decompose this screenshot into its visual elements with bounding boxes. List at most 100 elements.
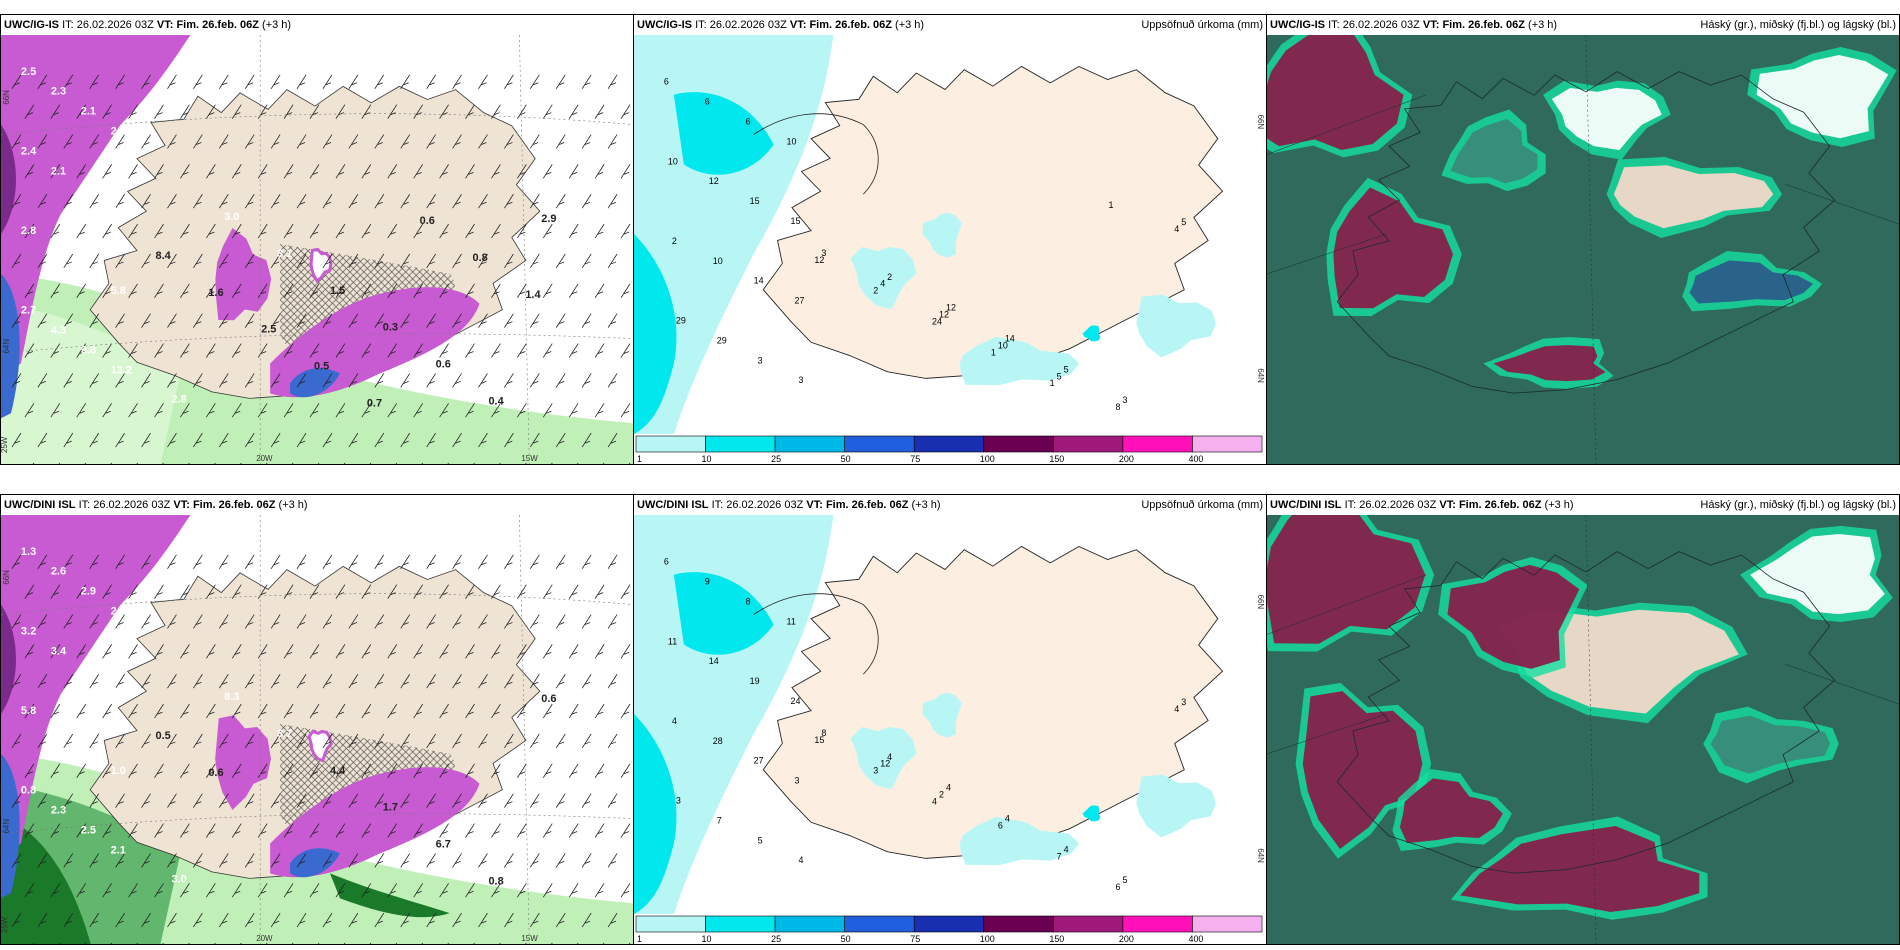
wind-barb (63, 614, 74, 629)
precip-value: 1 (1108, 200, 1113, 210)
wind-barb (76, 763, 87, 778)
wind-barb (244, 554, 255, 569)
wind-barb (63, 674, 74, 689)
wind-barb (374, 373, 385, 388)
precip-value: 7 (717, 815, 722, 825)
wind-barb (270, 853, 281, 868)
cloud-panel-igis: UWC/IG-IS IT: 26.02.2026 03Z VT: Fim. 26… (1266, 14, 1900, 465)
wind-barb (244, 313, 255, 328)
wind-barb (218, 793, 229, 808)
wind-barb (37, 614, 48, 629)
colorbar-tick-label: 50 (841, 934, 851, 944)
wind-barb (37, 912, 48, 928)
wind-barb (426, 134, 436, 149)
wind-barb (115, 674, 125, 689)
wind-barb (24, 763, 35, 778)
value-label: 0.6 (208, 767, 223, 779)
value-label: 1.7 (383, 802, 398, 814)
precip-value: 3 (798, 375, 803, 385)
it-label: IT: (1344, 499, 1357, 511)
wind-barb (283, 883, 294, 898)
colorbar-segment (1122, 435, 1193, 453)
wind-barb (529, 614, 540, 629)
snow-area (215, 228, 272, 321)
colorbar-segment (913, 435, 985, 453)
wind-barb (439, 283, 449, 298)
wind-barb (568, 343, 579, 358)
axis-label: 66N (2, 90, 11, 105)
colorbar-segment (1192, 435, 1263, 453)
wind-barb (141, 253, 151, 269)
longitude-line (519, 35, 530, 464)
grid-line (1267, 574, 1427, 635)
precip-value: 8 (746, 597, 751, 607)
wind-barb (154, 763, 164, 778)
precip-light (959, 336, 1080, 386)
wind-barb (244, 912, 255, 928)
wind-barb (517, 584, 527, 599)
wind-barb (348, 373, 359, 388)
wind-barb (180, 223, 190, 239)
value-label: 2.1 (111, 844, 126, 856)
wind-barb (244, 853, 255, 868)
axis-label: 25W (1, 436, 9, 453)
wind-barb (102, 104, 112, 119)
panel-header: UWC/IG-IS IT: 26.02.2026 03Z VT: Fim. 26… (1, 15, 633, 35)
value-label: 5.8 (21, 705, 36, 717)
wind-barb (452, 614, 462, 629)
wind-barb (439, 164, 449, 179)
precip-value: 6 (1115, 882, 1120, 892)
wind-barb (89, 432, 100, 448)
value-label: 3.2 (21, 625, 36, 637)
wind-barb (296, 194, 307, 209)
wind-barb (581, 432, 592, 448)
wind-barb (128, 823, 138, 838)
wind-barb (542, 883, 553, 898)
wind-barb (206, 223, 216, 239)
precip-map: 6661010121515210142729293321214535341210… (634, 35, 1266, 434)
wind-barb (193, 313, 203, 328)
wind-barb (620, 283, 631, 298)
wind-barb (374, 134, 385, 149)
wind-barb (50, 883, 61, 898)
wind-barb (452, 554, 462, 569)
wind-barb (50, 164, 61, 179)
coastline (1336, 71, 1836, 394)
wind-barb (491, 763, 501, 778)
wind-barb (607, 253, 618, 269)
wind-barb (555, 793, 566, 808)
wind-barb (620, 883, 631, 898)
wind-barb (478, 793, 488, 808)
wind-barb (167, 733, 177, 749)
precip-value: 4 (1064, 844, 1069, 854)
wind-barb (11, 614, 22, 629)
wind-barb (115, 253, 125, 269)
wind-barb (478, 134, 488, 149)
colorbar-tick-label: 400 (1188, 454, 1203, 464)
cloud-area (1333, 187, 1454, 309)
wind-barb (89, 373, 100, 388)
wind-barb (322, 554, 333, 569)
wind-barb (452, 253, 462, 269)
wind-barb (37, 253, 48, 269)
wind-barb (452, 432, 462, 448)
wind-barb (361, 763, 372, 778)
wind-barb (374, 912, 385, 928)
wind-barb (361, 584, 372, 599)
wind-barb (231, 104, 242, 119)
wind-barb (309, 584, 320, 599)
value-label: 2.4 (21, 145, 37, 157)
wind-barb (309, 703, 320, 719)
value-label: 1.6 (208, 287, 223, 299)
wind-barb (128, 703, 138, 719)
precip-value: 10 (713, 256, 723, 266)
wind-precip-map: 66N 64N 25W 20W 15W 1.3 2.6 2.9 2.5 3.2 3.4 4.7 2.1 5… (1, 515, 633, 944)
wind-barb (555, 74, 566, 89)
precip-value: 28 (713, 736, 723, 746)
wind-barb (115, 373, 125, 388)
colorbar-segment (1053, 435, 1124, 453)
latitude-line (1, 113, 633, 135)
snow-area (309, 247, 333, 284)
wind-barb (206, 343, 216, 358)
wind-barb (76, 104, 87, 119)
